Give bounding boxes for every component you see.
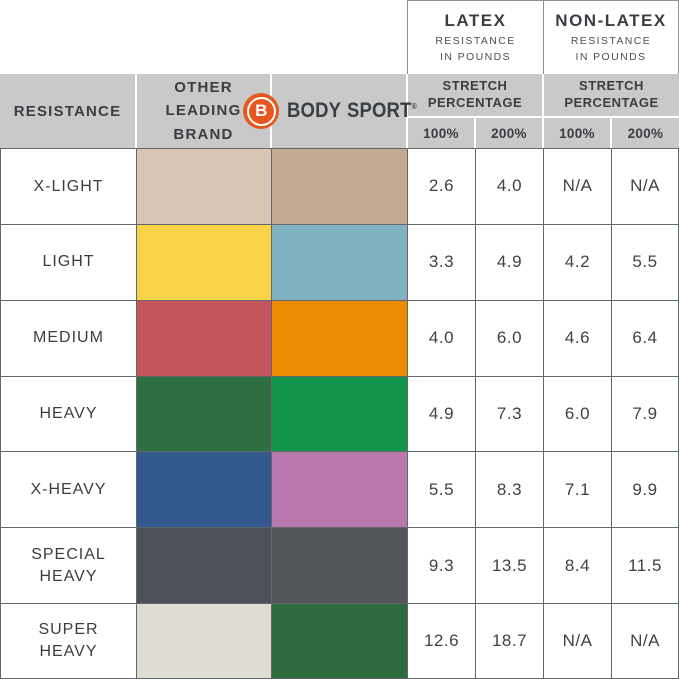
non-latex-100-value: N/A xyxy=(543,603,611,679)
latex-100-value: 2.6 xyxy=(407,148,475,224)
bodysport-swatch xyxy=(271,527,407,604)
other-brand-swatch xyxy=(136,451,271,528)
non-latex-200-value: 11.5 xyxy=(611,527,679,604)
non-latex-200-value: N/A xyxy=(611,603,679,679)
latex-100-value: 9.3 xyxy=(407,527,475,604)
latex-200-value: 7.3 xyxy=(475,375,543,452)
bodysport-logo-icon: B xyxy=(243,93,280,129)
latex-200-value: 4.9 xyxy=(475,223,543,300)
latex-title: LATEX xyxy=(444,11,507,31)
latex-header: LATEX RESISTANCE IN POUNDS xyxy=(407,0,543,74)
latex-200-value: 13.5 xyxy=(475,527,543,604)
latex-100-value: 4.9 xyxy=(407,375,475,452)
non-latex-title: NON-LATEX xyxy=(555,11,667,31)
latex-stretch-percentage-header: STRETCH PERCENTAGE xyxy=(408,74,542,116)
bodysport-logo-initial: B xyxy=(246,96,276,126)
resistance-level-label: MEDIUM xyxy=(0,299,136,376)
latex-100-value: 4.0 xyxy=(407,299,475,376)
non-latex-200-header: 200% xyxy=(612,118,679,148)
other-brand-swatch xyxy=(136,527,271,604)
latex-100-value: 5.5 xyxy=(407,451,475,528)
bodysport-logo-name: BODY SPORT xyxy=(287,99,412,122)
non-latex-100-value: 7.1 xyxy=(543,451,611,528)
resistance-level-label: LIGHT xyxy=(0,223,136,300)
registered-trademark-symbol: ® xyxy=(411,102,418,111)
non-latex-200-value: 7.9 xyxy=(611,375,679,452)
bodysport-swatch xyxy=(271,148,407,224)
resistance-level-label: HEAVY xyxy=(0,375,136,452)
other-brand-swatch xyxy=(136,148,271,224)
non-latex-200-value: 9.9 xyxy=(611,451,679,528)
resistance-level-label: SUPER HEAVY xyxy=(0,603,136,679)
bodysport-swatch xyxy=(271,375,407,452)
non-latex-header: NON-LATEX RESISTANCE IN POUNDS xyxy=(543,0,679,74)
non-latex-100-value: 4.6 xyxy=(543,299,611,376)
other-brand-swatch xyxy=(136,603,271,679)
bodysport-column-header: B BODY SPORT® xyxy=(243,74,417,148)
other-brand-swatch xyxy=(136,299,271,376)
resistance-level-label: SPECIAL HEAVY xyxy=(0,527,136,604)
bodysport-logo-text: BODY SPORT® xyxy=(287,99,417,123)
non-latex-200-value: 5.5 xyxy=(611,223,679,300)
latex-100-header: 100% xyxy=(408,118,474,148)
bodysport-swatch xyxy=(271,451,407,528)
latex-100-value: 3.3 xyxy=(407,223,475,300)
non-latex-100-value: 4.2 xyxy=(543,223,611,300)
other-brand-swatch xyxy=(136,223,271,300)
non-latex-200-value: N/A xyxy=(611,148,679,224)
latex-200-value: 8.3 xyxy=(475,451,543,528)
non-latex-100-value: 8.4 xyxy=(543,527,611,604)
non-latex-200-value: 6.4 xyxy=(611,299,679,376)
non-latex-100-header: 100% xyxy=(544,118,610,148)
resistance-level-label: X-HEAVY xyxy=(0,451,136,528)
top-left-spacer xyxy=(0,0,407,74)
resistance-column-header: RESISTANCE xyxy=(0,74,135,148)
latex-200-value: 6.0 xyxy=(475,299,543,376)
bodysport-swatch xyxy=(271,603,407,679)
other-brand-swatch xyxy=(136,375,271,452)
bodysport-swatch xyxy=(271,299,407,376)
latex-200-value: 18.7 xyxy=(475,603,543,679)
latex-200-value: 4.0 xyxy=(475,148,543,224)
non-latex-subtitle: RESISTANCE IN POUNDS xyxy=(570,35,652,63)
non-latex-100-value: N/A xyxy=(543,148,611,224)
bodysport-swatch xyxy=(271,223,407,300)
resistance-level-label: X-LIGHT xyxy=(0,148,136,224)
non-latex-stretch-percentage-header: STRETCH PERCENTAGE xyxy=(544,74,679,116)
latex-subtitle: RESISTANCE IN POUNDS xyxy=(435,35,516,63)
latex-100-value: 12.6 xyxy=(407,603,475,679)
latex-200-header: 200% xyxy=(476,118,542,148)
non-latex-100-value: 6.0 xyxy=(543,375,611,452)
